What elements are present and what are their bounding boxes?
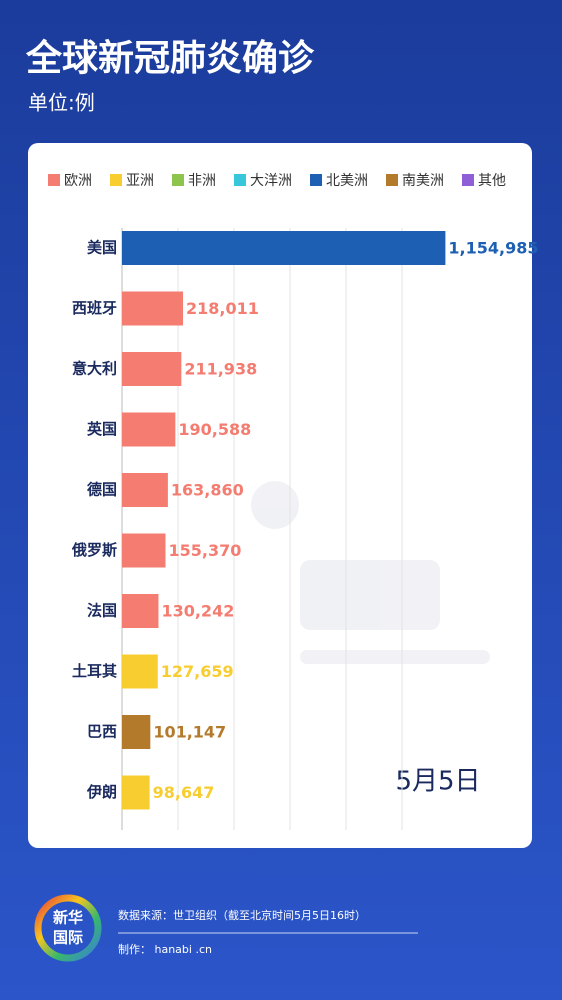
chart-subtitle: 单位:例	[28, 91, 95, 115]
legend-label: 南美洲	[402, 173, 444, 189]
value-label: 163,860	[171, 481, 244, 500]
legend-swatch	[462, 174, 474, 186]
legend-label: 欧洲	[64, 173, 92, 189]
logo-ring	[34, 894, 102, 962]
y-tick-label: 西班牙	[72, 299, 117, 317]
y-tick-label: 美国	[87, 239, 117, 257]
legend-label: 大洋洲	[250, 173, 292, 189]
chart-title: 全球新冠肺炎确诊	[25, 37, 315, 79]
value-label: 101,147	[153, 723, 226, 742]
bar	[122, 473, 168, 507]
y-tick-label: 土耳其	[72, 662, 117, 680]
logo-text: 新华	[53, 909, 83, 927]
legend-label: 其他	[478, 173, 506, 189]
legend-label: 非洲	[188, 173, 216, 189]
legend-swatch	[48, 174, 60, 186]
logo-text: 国际	[53, 929, 83, 947]
date-annotation: 5月5日	[395, 767, 480, 797]
bar	[122, 775, 150, 810]
y-tick-label: 英国	[87, 420, 117, 438]
y-tick-label: 德国	[87, 481, 117, 499]
value-label: 130,242	[161, 602, 234, 621]
bar	[122, 594, 159, 628]
bar	[122, 352, 182, 386]
value-label: 218,011	[186, 299, 259, 318]
y-tick-label: 意大利	[72, 360, 117, 378]
bar	[122, 291, 184, 326]
legend-swatch	[234, 174, 246, 186]
y-tick-label: 巴西	[87, 723, 117, 741]
credit-text: 制作： hanabi .cn	[118, 943, 212, 956]
bar	[122, 654, 158, 689]
legend-swatch	[386, 174, 398, 186]
value-label: 190,588	[178, 420, 251, 439]
legend-swatch	[310, 174, 322, 186]
legend-label: 北美洲	[326, 173, 368, 189]
bar	[122, 231, 446, 265]
y-tick-label: 伊朗	[86, 783, 117, 801]
watermark	[251, 481, 490, 664]
source-text: 数据来源：世卫组织（截至北京时间5月5日16时）	[118, 908, 366, 922]
value-label: 98,647	[153, 783, 215, 802]
bar	[122, 412, 176, 447]
value-label: 211,938	[184, 360, 257, 379]
bar	[122, 715, 151, 749]
legend-swatch	[172, 174, 184, 186]
value-label: 1,154,985	[448, 239, 538, 258]
bar	[122, 533, 166, 568]
y-tick-label: 俄罗斯	[71, 541, 117, 559]
value-label: 127,659	[161, 662, 234, 681]
legend-swatch	[110, 174, 122, 186]
value-label: 155,370	[169, 541, 242, 560]
legend-label: 亚洲	[126, 173, 154, 189]
y-tick-label: 法国	[87, 602, 117, 620]
